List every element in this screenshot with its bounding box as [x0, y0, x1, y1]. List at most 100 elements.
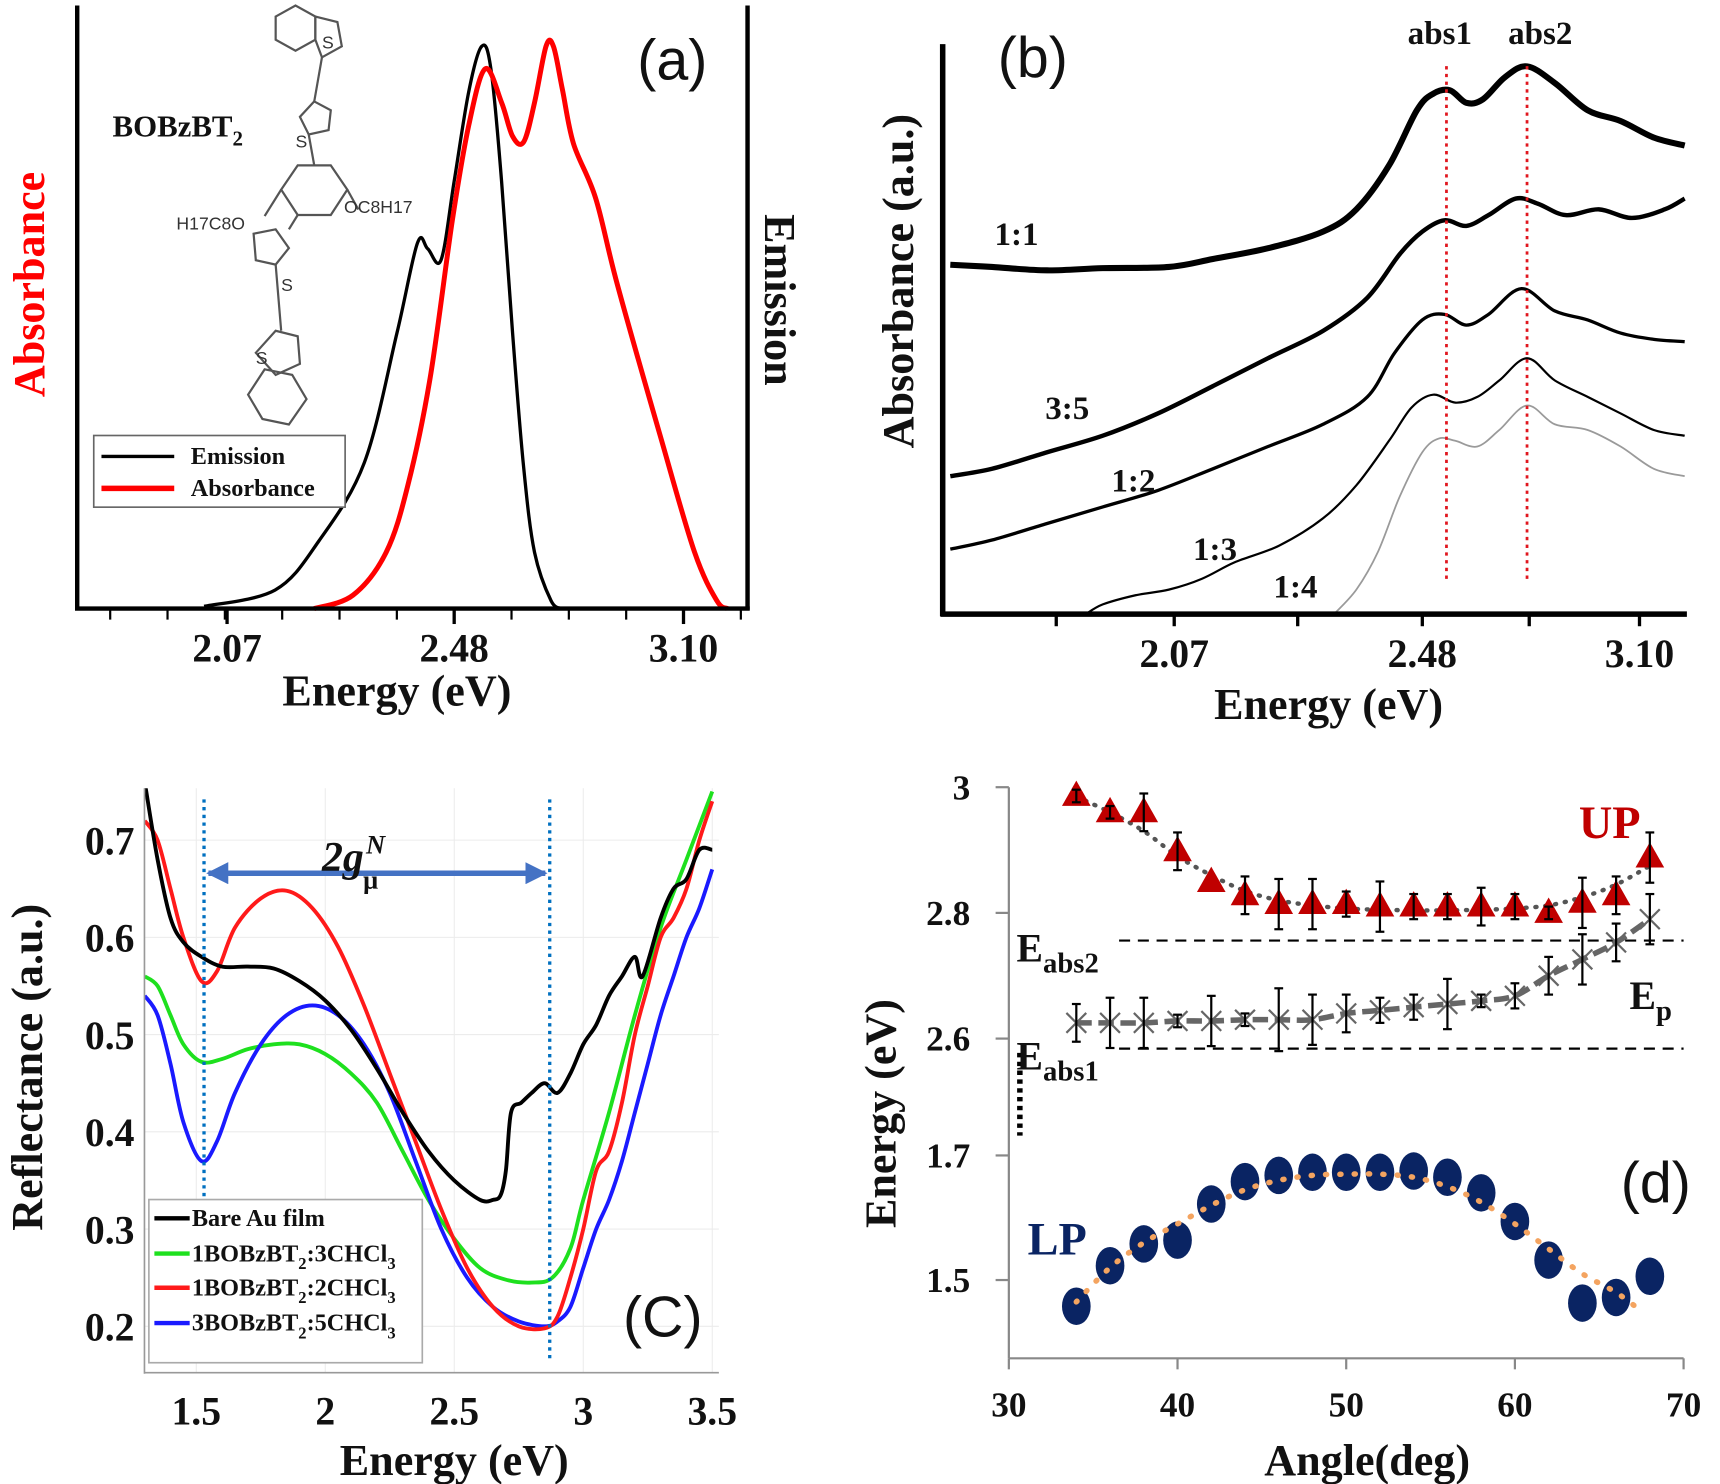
lp-ellipse-marker: [1601, 1278, 1631, 1317]
panel-d: 30 40 50 60 70 1.5 1.7 2.6 2.8 3 UP LP Eabs2 Eabs…: [856, 768, 1701, 1484]
lp-ellipse-marker: [1635, 1257, 1665, 1296]
sulfur-label: S: [281, 275, 293, 295]
y-tick-label: 0.2: [85, 1306, 135, 1350]
panel-c: 1.5 2 2.5 3 3.5 0.2 0.3 0.4 0.5 0.6 0.7 2gN μ (C) E…: [3, 788, 737, 1484]
y-tick-label: 1.5: [926, 1261, 970, 1300]
legend-label-bare-au: Bare Au film: [192, 1205, 325, 1232]
y-axis-title: Absorbance (a.u.): [874, 114, 923, 448]
eabs1-label: Eabs1: [1017, 1034, 1099, 1087]
y-tick-label: 2.8: [926, 894, 970, 933]
curve-label-1-2: 1:2: [1111, 464, 1155, 500]
curve-ratio-1-4: [1333, 404, 1685, 615]
marker-label-abs2: abs2: [1508, 16, 1572, 52]
x-tick-label: 3.5: [687, 1389, 737, 1433]
x-axis-title: Energy (eV): [340, 1436, 569, 1484]
lp-ellipse-marker: [1466, 1174, 1496, 1212]
x-tick-label: 50: [1329, 1386, 1364, 1425]
panel-label: (a): [637, 28, 707, 92]
series-label-up: UP: [1579, 798, 1641, 849]
x-axis-title: Energy (eV): [1214, 680, 1443, 729]
panel-label: (C): [623, 1285, 703, 1349]
panel-a-curves: [203, 37, 730, 611]
ep-trend-line: [1076, 916, 1652, 1026]
lp-ellipse-marker: [1264, 1156, 1294, 1195]
panel-label: (b): [998, 26, 1068, 90]
y-tick-label: 1.7: [926, 1137, 970, 1176]
lp-ellipse-marker: [1163, 1221, 1192, 1259]
x-tick-label: 2.5: [429, 1389, 479, 1433]
lp-ellipse-marker: [1399, 1152, 1429, 1190]
legend: Bare Au film 1BOBzBT2:3CHCl3 1BOBzBT2:2C…: [148, 1198, 424, 1364]
x-ticks: 2.07 2.48 3.10: [1054, 614, 1674, 676]
reflectance-curve: [144, 868, 715, 1329]
x-tick-label: 2.48: [419, 627, 488, 671]
y-axis-title-absorbance: Absorbance: [5, 172, 54, 397]
lp-ellipse-marker: [1061, 1287, 1091, 1325]
curve-ratio-3-5: [949, 195, 1686, 479]
x-tick-label: 3.10: [1605, 632, 1674, 676]
molecule-name: BOBzBT2: [112, 109, 243, 151]
y-tick-label: 0.3: [85, 1208, 135, 1252]
splitting-annotation: [202, 799, 552, 1362]
y-axis-title: Reflectance (a.u.): [3, 904, 52, 1231]
lp-ellipse-marker: [1568, 1284, 1597, 1322]
up-triangle-marker: [1196, 866, 1226, 893]
x-tick-label: 2: [315, 1389, 335, 1433]
y-tick-label: 3: [953, 768, 971, 807]
ticks: 30 40 50 60 70 1.5 1.7 2.6 2.8 3: [926, 768, 1701, 1424]
x-tick-label: 1.5: [171, 1389, 221, 1433]
marker-label-abs1: abs1: [1408, 16, 1472, 52]
x-axis-title: Angle(deg): [1264, 1436, 1470, 1484]
sulfur-label: S: [322, 33, 334, 53]
x-axis-title: Energy (eV): [282, 667, 511, 716]
lp-fit-line: [1073, 1171, 1645, 1314]
lp-ellipse-marker: [1331, 1153, 1361, 1192]
ticks: 1.5 2 2.5 3 3.5 0.2 0.3 0.4 0.5 0.6 0.7: [85, 819, 737, 1433]
legend: Emission Absorbance: [92, 434, 346, 508]
curve-emission: [203, 43, 564, 611]
x-tick-label: 2.48: [1388, 632, 1457, 676]
up-fit-line: [1074, 794, 1653, 913]
right-chain-label: OC8H17: [344, 197, 413, 217]
lp-ellipse-marker: [1365, 1153, 1395, 1192]
molecule-structure: [246, 4, 360, 426]
x-ticks: 2.07 2.48 3.10: [109, 608, 742, 671]
series-label-lp: LP: [1028, 1215, 1087, 1266]
x-tick-label: 70: [1666, 1386, 1701, 1425]
lp-ellipse-marker: [1196, 1185, 1226, 1223]
y-axis-title: Energy (eV): [856, 999, 905, 1228]
y-tick-label: 0.5: [85, 1014, 135, 1058]
curve-ratio-1-2: [949, 286, 1685, 551]
lp-ellipse-marker: [1534, 1241, 1563, 1279]
x-tick-label: 40: [1160, 1386, 1195, 1425]
lp-ellipse-marker: [1230, 1162, 1260, 1201]
sulfur-label: S: [296, 132, 308, 152]
panel-a: 2.07 2.48 3.10 (a) Energy (eV) Absorbance …: [5, 4, 804, 716]
lp-ellipse-marker: [1095, 1246, 1125, 1285]
legend-label-emission: Emission: [191, 443, 286, 470]
legend-label-1-2: 1BOBzBT2:2CHCl3: [192, 1274, 396, 1307]
legend-label-1-3: 1BOBzBT2:3CHCl3: [192, 1240, 396, 1273]
left-chain-label: H17C8O: [176, 213, 245, 233]
x-tick-label: 3: [573, 1389, 593, 1433]
panel-c-curves: [144, 788, 715, 1332]
curve-ratio-1-3: [1085, 357, 1685, 616]
lp-ellipse-marker: [1433, 1158, 1462, 1196]
sulfur-label: S: [256, 348, 268, 368]
legend-label-3-5: 3BOBzBT2:5CHCl3: [192, 1310, 396, 1343]
curve-ratio-1-1: [950, 63, 1686, 274]
curve-label-1-4: 1:4: [1273, 570, 1317, 606]
legend-label-absorbance: Absorbance: [191, 475, 315, 502]
x-tick-label: 60: [1497, 1386, 1532, 1425]
reflectance-curve: [144, 788, 713, 1204]
curve-label-3-5: 3:5: [1045, 391, 1089, 427]
ep-label: Ep: [1630, 974, 1672, 1027]
panel-b: 2.07 2.48 3.10 (b) Energy (eV) Absorbance …: [874, 16, 1687, 729]
y-axis-title-emission: Emission: [755, 214, 804, 386]
panel-b-curves: [949, 63, 1686, 616]
curve-label-1-3: 1:3: [1193, 532, 1237, 568]
x-tick-label: 3.10: [649, 627, 718, 671]
y-tick-label: 2.6: [926, 1020, 970, 1059]
x-tick-label: 2.07: [1139, 632, 1208, 676]
